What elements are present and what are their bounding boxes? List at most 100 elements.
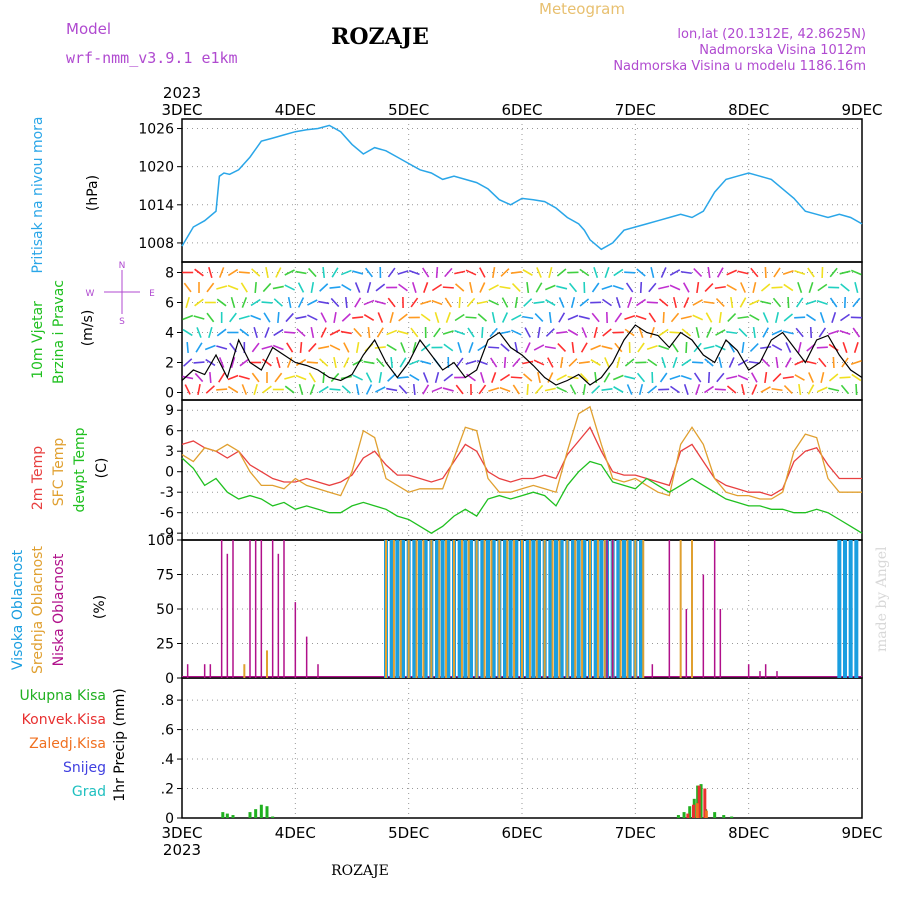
wind-arrow	[343, 342, 350, 353]
wind-arrow	[670, 385, 680, 394]
wind-arrow	[284, 331, 296, 334]
precip-bar	[699, 784, 703, 818]
wind-arrow	[365, 372, 373, 383]
wind-arrow	[374, 300, 386, 305]
wind-arrow	[250, 298, 261, 307]
wind-arrow	[251, 342, 260, 353]
ylabel-sfctemp: SFC Temp	[51, 438, 67, 507]
wind-arrow	[216, 388, 228, 391]
wind-arrow	[298, 383, 304, 396]
side-labels: Pritisak na nivou mora (hPa) 10m Vjetar Brz…	[10, 116, 128, 801]
wind-arrow	[355, 383, 360, 396]
wind-arrow	[309, 384, 316, 395]
wind-arrow	[567, 314, 579, 321]
wind-arrow	[522, 269, 533, 276]
wind-arrow	[297, 282, 305, 293]
wind-arrow	[455, 357, 464, 368]
wind-arrow	[284, 375, 296, 380]
wind-arrow	[442, 286, 454, 289]
wind-arrow	[250, 314, 262, 321]
precip-bar	[713, 812, 717, 818]
cloud-bar	[480, 540, 485, 678]
cloud-bar	[440, 540, 445, 678]
cloud-bar	[412, 540, 417, 678]
wind-arrow	[499, 330, 511, 335]
cloud-bar	[548, 540, 553, 678]
panels: 100810141020102602468-9-6-30369025507510…	[86, 118, 863, 827]
cloud-bar	[475, 540, 478, 678]
wind-arrow	[229, 312, 237, 323]
wind-arrow	[671, 342, 679, 353]
wind-arrow	[206, 282, 215, 293]
wind-arrow	[511, 314, 522, 321]
wind-arrow	[423, 282, 429, 293]
wind-arrow	[261, 345, 273, 350]
wind-arrow	[591, 385, 601, 394]
cloud-bar	[260, 540, 263, 678]
wind-arrow	[578, 361, 590, 364]
wind-arrow	[669, 375, 681, 380]
cloud-bar	[574, 540, 577, 678]
cloud-bar	[627, 540, 632, 678]
wind-arrow	[578, 315, 590, 320]
cloud-bar	[616, 540, 621, 678]
wind-arrow	[627, 297, 633, 308]
wind-arrow	[537, 326, 541, 339]
ylabel-wind: 10m Vjetar	[30, 301, 46, 379]
wind-arrow	[638, 383, 644, 396]
wind-arrow	[444, 267, 453, 278]
cloud-bar	[401, 540, 405, 678]
ylabel-high-cloud: Visoka Oblacnost	[10, 549, 26, 670]
wind-arrow	[737, 315, 749, 320]
cloud-bar	[277, 553, 280, 678]
wind-arrow	[680, 270, 692, 275]
tick-label-y: 25	[156, 637, 174, 653]
cloud-bar	[571, 540, 575, 678]
time-label-top: 5DEC	[388, 101, 429, 119]
time-label-top: 4DEC	[275, 101, 316, 119]
wind-arrow	[431, 299, 443, 306]
cloud-bar	[220, 540, 223, 678]
wind-arrow	[523, 298, 533, 307]
tick-label-y: 1020	[138, 160, 174, 176]
wind-arrow	[669, 331, 681, 334]
wind-arrow	[556, 285, 568, 290]
wind-arrow	[772, 373, 782, 382]
wind-arrow	[227, 374, 239, 381]
cloud-bar	[395, 540, 400, 678]
wind-arrow	[265, 266, 269, 279]
wind-arrow	[749, 314, 760, 321]
wind-arrow	[805, 299, 817, 306]
wind-arrow	[730, 296, 734, 309]
cloud-bar	[576, 540, 581, 678]
cloud-bar	[271, 540, 274, 678]
time-label-top: 3DEC	[161, 101, 202, 119]
cloud-bar	[543, 540, 546, 678]
wind-arrow	[182, 314, 194, 321]
wind-arrow	[251, 268, 261, 277]
wind-arrow	[443, 343, 454, 352]
wind-arrow	[499, 373, 511, 382]
tick-label-y: 6	[165, 424, 174, 440]
cloud-bar	[385, 540, 387, 678]
cloud-bar	[581, 540, 584, 678]
precip-legend-item: Snijeg	[63, 760, 106, 776]
wind-arrow	[320, 312, 327, 323]
wind-arrow	[808, 372, 814, 383]
wind-arrow	[579, 372, 589, 383]
wind-arrow	[715, 329, 726, 336]
cloud-bar	[639, 540, 643, 678]
wind-arrow	[740, 383, 746, 396]
tick-label-y: .2	[161, 782, 174, 798]
wind-arrow	[251, 372, 260, 383]
wind-arrow	[408, 269, 420, 276]
wind-arrow	[582, 383, 586, 396]
tick-label-y: 1008	[138, 236, 174, 252]
wind-arrow	[692, 299, 703, 306]
tick-label-y: 50	[156, 602, 174, 618]
wind-arrow	[760, 300, 772, 305]
station-title: ROZAJE	[331, 24, 429, 50]
tick-label-y: 3	[165, 444, 174, 460]
wind-arrow	[828, 373, 839, 382]
wind-arrow	[614, 312, 623, 323]
